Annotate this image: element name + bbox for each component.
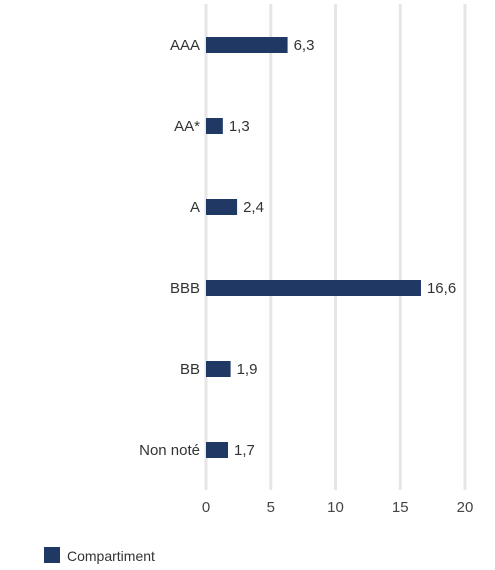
bar — [206, 361, 231, 377]
legend: Compartiment — [44, 547, 155, 564]
category-label: Non noté — [139, 442, 200, 459]
bars — [206, 37, 421, 458]
value-label: 1,9 — [237, 361, 258, 378]
bar — [206, 280, 421, 296]
category-label: AAA — [170, 37, 200, 54]
x-tick-labels: 0 5 10 15 20 — [202, 499, 474, 516]
category-label: AA* — [174, 118, 200, 135]
x-tick-label: 0 — [202, 499, 210, 516]
category-label: BB — [180, 361, 200, 378]
bar — [206, 37, 288, 53]
legend-label: Compartiment — [67, 548, 155, 564]
value-label: 16,6 — [427, 280, 456, 297]
x-tick-label: 5 — [267, 499, 275, 516]
value-label: 6,3 — [294, 37, 315, 54]
x-tick-label: 20 — [457, 499, 474, 516]
x-tick-label: 10 — [327, 499, 344, 516]
legend-swatch — [44, 547, 60, 563]
bar — [206, 442, 229, 458]
value-labels: 6,3 1,3 2,4 16,6 1,9 1,7 — [229, 37, 456, 459]
value-label: 2,4 — [243, 199, 264, 216]
category-label: BBB — [170, 280, 200, 297]
value-label: 1,7 — [234, 442, 255, 459]
gridlines — [204, 4, 467, 490]
bar — [206, 199, 238, 215]
value-label: 1,3 — [229, 118, 250, 135]
category-label: A — [190, 199, 200, 216]
bar — [206, 118, 223, 134]
x-tick-label: 15 — [392, 499, 409, 516]
